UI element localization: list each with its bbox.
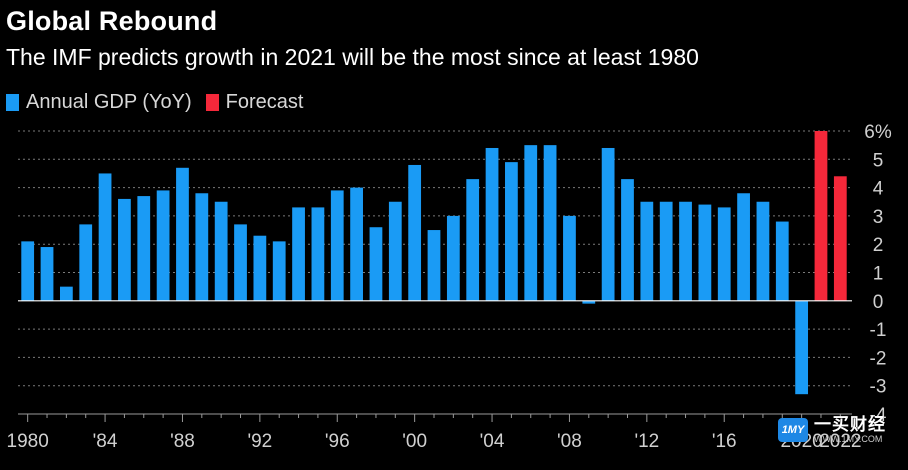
x-tick-label: 1980 xyxy=(7,431,49,452)
bar-gdp-1989 xyxy=(195,193,209,301)
y-tick-label: -2 xyxy=(870,348,887,369)
x-tick-label: '16 xyxy=(712,431,737,452)
bar-gdp-2011 xyxy=(621,179,634,301)
x-tick-label: '00 xyxy=(402,431,427,452)
bar-gdp-2017 xyxy=(737,193,750,301)
y-tick-label: -1 xyxy=(870,320,887,341)
legend-swatch-annual-gdp xyxy=(6,94,19,111)
bar-gdp-1992 xyxy=(253,235,267,301)
bar-gdp-1985 xyxy=(118,198,131,301)
bar-gdp-2004 xyxy=(485,147,499,301)
bar-gdp-2015 xyxy=(698,204,712,301)
y-tick-label: 5 xyxy=(873,150,884,171)
bar-gdp-1998 xyxy=(369,227,383,301)
bar-gdp-2016 xyxy=(717,207,731,301)
x-tick-label: '12 xyxy=(634,431,659,452)
bar-gdp-2013 xyxy=(659,201,673,301)
bar-gdp-1993 xyxy=(272,241,286,301)
bar-forecast-2022 xyxy=(833,176,847,301)
bar-gdp-2008 xyxy=(563,215,576,301)
legend-item-forecast: Forecast xyxy=(205,91,304,114)
bar-gdp-2000 xyxy=(408,164,422,301)
x-tick-label: '96 xyxy=(325,431,350,452)
x-tick-label: '92 xyxy=(247,431,272,452)
watermark-logo: 1MY xyxy=(778,418,808,442)
x-tick-label: '88 xyxy=(170,431,195,452)
watermark-brand: 一买财经 xyxy=(814,415,886,434)
bar-gdp-1994 xyxy=(292,207,305,301)
bar-gdp-1980 xyxy=(21,241,35,301)
watermark: 1MY 一买财经 WWW.1MY.COM xyxy=(778,416,886,444)
bar-gdp-2007 xyxy=(543,145,557,301)
bar-gdp-2003 xyxy=(466,179,480,301)
legend-label-forecast: Forecast xyxy=(225,91,304,113)
bar-gdp-2020 xyxy=(795,300,809,395)
legend-item-annual-gdp: Annual GDP (YoY) xyxy=(6,91,192,114)
y-tick-label: 2 xyxy=(873,235,884,256)
bar-gdp-2018 xyxy=(756,201,770,301)
bar-gdp-2010 xyxy=(601,147,615,301)
bar-gdp-2006 xyxy=(524,145,538,301)
bar-gdp-2009 xyxy=(582,300,596,304)
legend-label-annual-gdp: Annual GDP (YoY) xyxy=(26,91,192,113)
legend: Annual GDP (YoY) Forecast xyxy=(6,91,317,114)
bar-gdp-1991 xyxy=(234,224,247,301)
y-tick-label: -3 xyxy=(870,377,887,398)
x-tick-label: '04 xyxy=(480,431,505,452)
chart-subtitle: The IMF predicts growth in 2021 will be … xyxy=(6,44,699,70)
bar-gdp-1986 xyxy=(137,196,151,301)
bar-gdp-2019 xyxy=(775,221,789,301)
y-tick-label: 0 xyxy=(873,292,884,313)
watermark-url: WWW.1MY.COM xyxy=(814,434,883,444)
chart-title: Global Rebound xyxy=(6,6,218,36)
legend-swatch-forecast xyxy=(205,94,219,111)
y-tick-label: -4 xyxy=(870,405,887,426)
y-tick-label: 1 xyxy=(873,264,884,285)
bar-forecast-2021 xyxy=(814,131,828,301)
bar-gdp-2012 xyxy=(640,201,654,301)
x-tick-label: '08 xyxy=(557,431,582,452)
bar-gdp-1996 xyxy=(330,190,344,301)
bar-gdp-1990 xyxy=(214,201,228,301)
bar-gdp-1999 xyxy=(388,201,402,301)
bar-gdp-1988 xyxy=(176,167,189,301)
bar-gdp-1984 xyxy=(98,173,112,301)
bar-gdp-2014 xyxy=(679,201,692,301)
x-tick-label: 2022 xyxy=(819,431,861,452)
x-tick-label: '84 xyxy=(93,431,118,452)
y-tick-label: 6% xyxy=(864,122,892,143)
bar-gdp-2005 xyxy=(505,162,518,301)
bar-gdp-1983 xyxy=(79,224,93,301)
y-tick-label: 3 xyxy=(873,207,884,228)
bar-gdp-1981 xyxy=(40,247,54,301)
bar-gdp-1995 xyxy=(311,207,325,301)
bar-gdp-2001 xyxy=(427,230,441,301)
bar-gdp-1982 xyxy=(59,286,73,301)
bar-gdp-2002 xyxy=(446,215,460,301)
bar-gdp-1987 xyxy=(156,190,170,301)
bar-gdp-1997 xyxy=(350,187,363,301)
y-tick-label: 4 xyxy=(873,179,884,200)
watermark-text: 一买财经 WWW.1MY.COM xyxy=(814,416,886,444)
